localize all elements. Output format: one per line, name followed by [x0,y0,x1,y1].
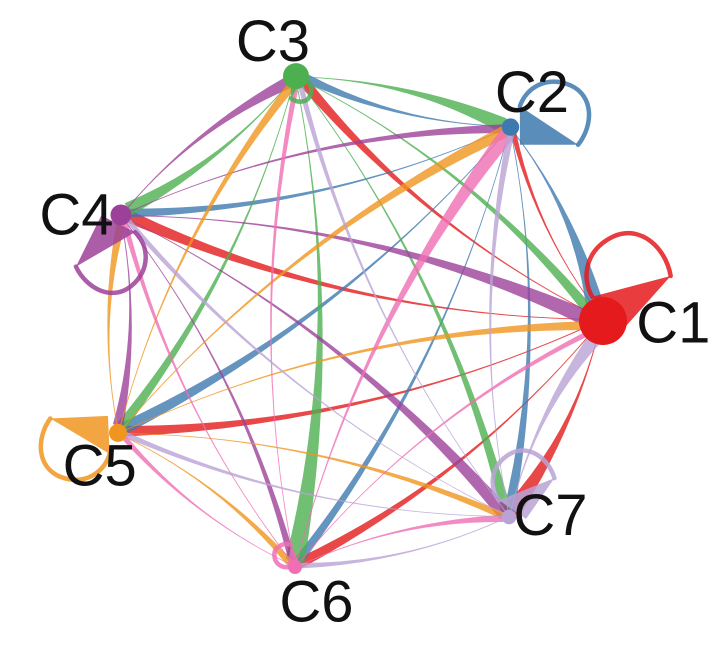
svg-text:C4: C4 [39,182,113,247]
svg-text:C5: C5 [63,434,137,499]
svg-text:C3: C3 [236,9,310,74]
svg-text:C6: C6 [279,570,353,635]
svg-text:C7: C7 [513,483,587,548]
svg-text:C2: C2 [495,60,569,125]
svg-text:C1: C1 [636,291,710,356]
